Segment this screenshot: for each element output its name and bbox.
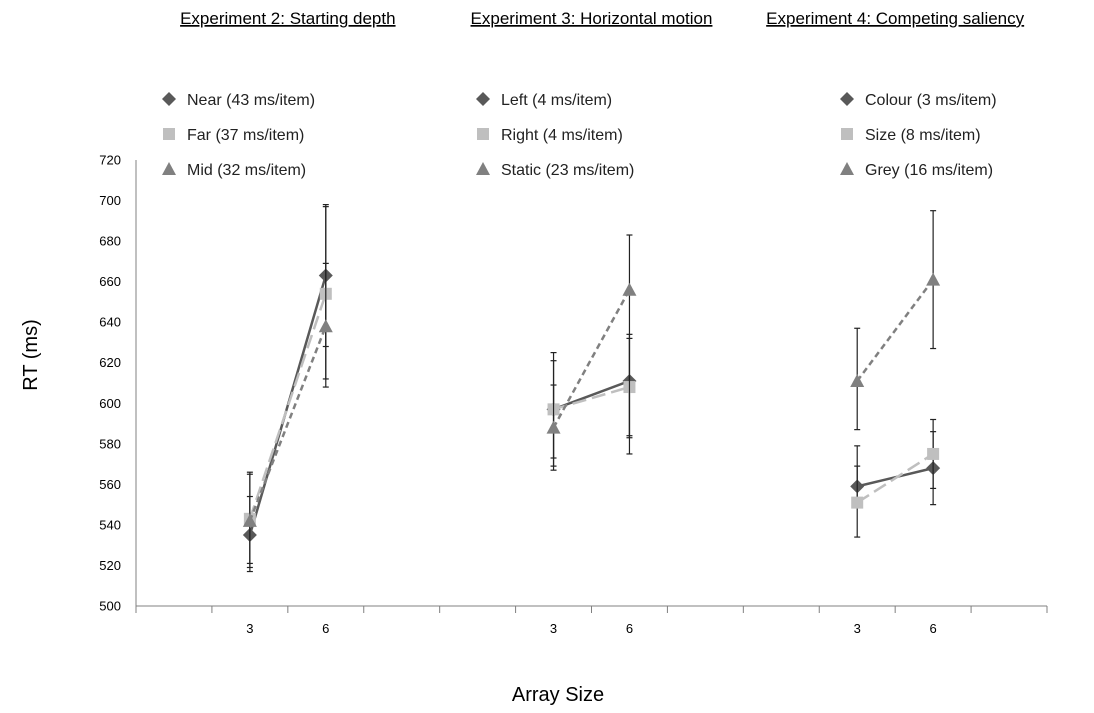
legend-marker-square — [477, 128, 489, 140]
panel-1: Experiment 2: Starting depth 3 6 Near (43 m… — [162, 9, 396, 636]
legend-label: Far (37 ms/item) — [187, 127, 304, 144]
panel-3: Experiment 4: Competing saliency 3 6 Colour… — [766, 9, 1024, 636]
y-tick-label: 620 — [99, 355, 121, 370]
legend-label: Grey (16 ms/item) — [865, 162, 993, 179]
x-tick-label: 6 — [626, 621, 633, 636]
legend-marker-diamond — [476, 92, 490, 106]
series-1 — [242, 204, 333, 569]
legend-label: Static (23 ms/item) — [501, 162, 634, 179]
panel-title: Experiment 3: Horizontal motion — [471, 9, 713, 28]
x-axis-title: Array Size — [512, 684, 604, 706]
axes — [135, 160, 1048, 613]
legend-label: Near (43 ms/item) — [187, 92, 315, 109]
legend-entry: Far (37 ms/item) — [163, 127, 304, 144]
legend-marker-square — [163, 128, 175, 140]
y-tick-label: 580 — [99, 436, 121, 451]
series-line — [856, 278, 935, 382]
series-3 — [242, 262, 333, 573]
data-point — [926, 272, 941, 286]
y-tick-label: 560 — [99, 477, 121, 492]
legend-entry: Right (4 ms/item) — [477, 127, 623, 144]
legend-label: Size (8 ms/item) — [865, 127, 981, 144]
legend-marker-square — [841, 128, 853, 140]
y-tick-label: 680 — [99, 234, 121, 249]
series-line — [248, 325, 327, 522]
panel-title: Experiment 4: Competing saliency — [766, 9, 1024, 28]
series-line — [856, 452, 934, 504]
legend-entry: Near (43 ms/item) — [162, 92, 315, 109]
y-tick-label: 600 — [99, 396, 121, 411]
legend-marker-triangle — [162, 162, 176, 175]
series-3 — [546, 234, 637, 471]
panel-title: Experiment 2: Starting depth — [180, 9, 395, 28]
y-tick-label: 720 — [99, 153, 121, 168]
y-tick-label: 660 — [99, 274, 121, 289]
series-line — [248, 275, 327, 536]
y-axis-title: RT (ms) — [20, 319, 42, 390]
data-point — [318, 319, 333, 333]
y-tick-label: 700 — [99, 193, 121, 208]
data-point — [546, 420, 561, 434]
legend-label: Left (4 ms/item) — [501, 92, 612, 109]
x-tick-label: 3 — [854, 621, 861, 636]
panel-2: Experiment 3: Horizontal motion 3 6 Left (4… — [471, 9, 713, 636]
x-tick-label: 3 — [550, 621, 557, 636]
legend-marker-triangle — [840, 162, 854, 175]
x-tick-label: 3 — [246, 621, 253, 636]
panels: Experiment 2: Starting depth 3 6 Near (43 m… — [162, 9, 1025, 636]
series-2 — [547, 333, 636, 467]
legend-marker-diamond — [162, 92, 176, 106]
data-point — [242, 513, 257, 527]
series-2 — [851, 418, 940, 538]
series-1 — [850, 431, 941, 508]
legend-entry: Grey (16 ms/item) — [840, 162, 993, 179]
legend-marker-diamond — [840, 92, 854, 106]
x-tick-label: 6 — [322, 621, 329, 636]
y-axis: 500 520 540 560 580 600 620 640 660 680 700 720 — [99, 153, 121, 614]
legend-entry: Size (8 ms/item) — [841, 127, 981, 144]
legend-marker-triangle — [476, 162, 490, 175]
legend-label: Right (4 ms/item) — [501, 127, 623, 144]
legend-label: Mid (32 ms/item) — [187, 162, 306, 179]
y-tick-label: 520 — [99, 558, 121, 573]
series-line — [552, 289, 631, 429]
series-3 — [850, 210, 941, 431]
data-point — [850, 373, 865, 387]
y-tick-label: 500 — [99, 599, 121, 614]
x-tick-label: 6 — [930, 621, 937, 636]
y-tick-label: 640 — [99, 315, 121, 330]
y-tick-label: 540 — [99, 517, 121, 532]
data-point — [851, 496, 864, 509]
data-point — [622, 282, 637, 296]
legend-entry: Static (23 ms/item) — [476, 162, 634, 179]
legend-label: Colour (3 ms/item) — [865, 92, 997, 109]
legend-entry: Colour (3 ms/item) — [840, 92, 997, 109]
data-point — [927, 447, 940, 460]
legend-entry: Mid (32 ms/item) — [162, 162, 306, 179]
legend-entry: Left (4 ms/item) — [476, 92, 612, 109]
